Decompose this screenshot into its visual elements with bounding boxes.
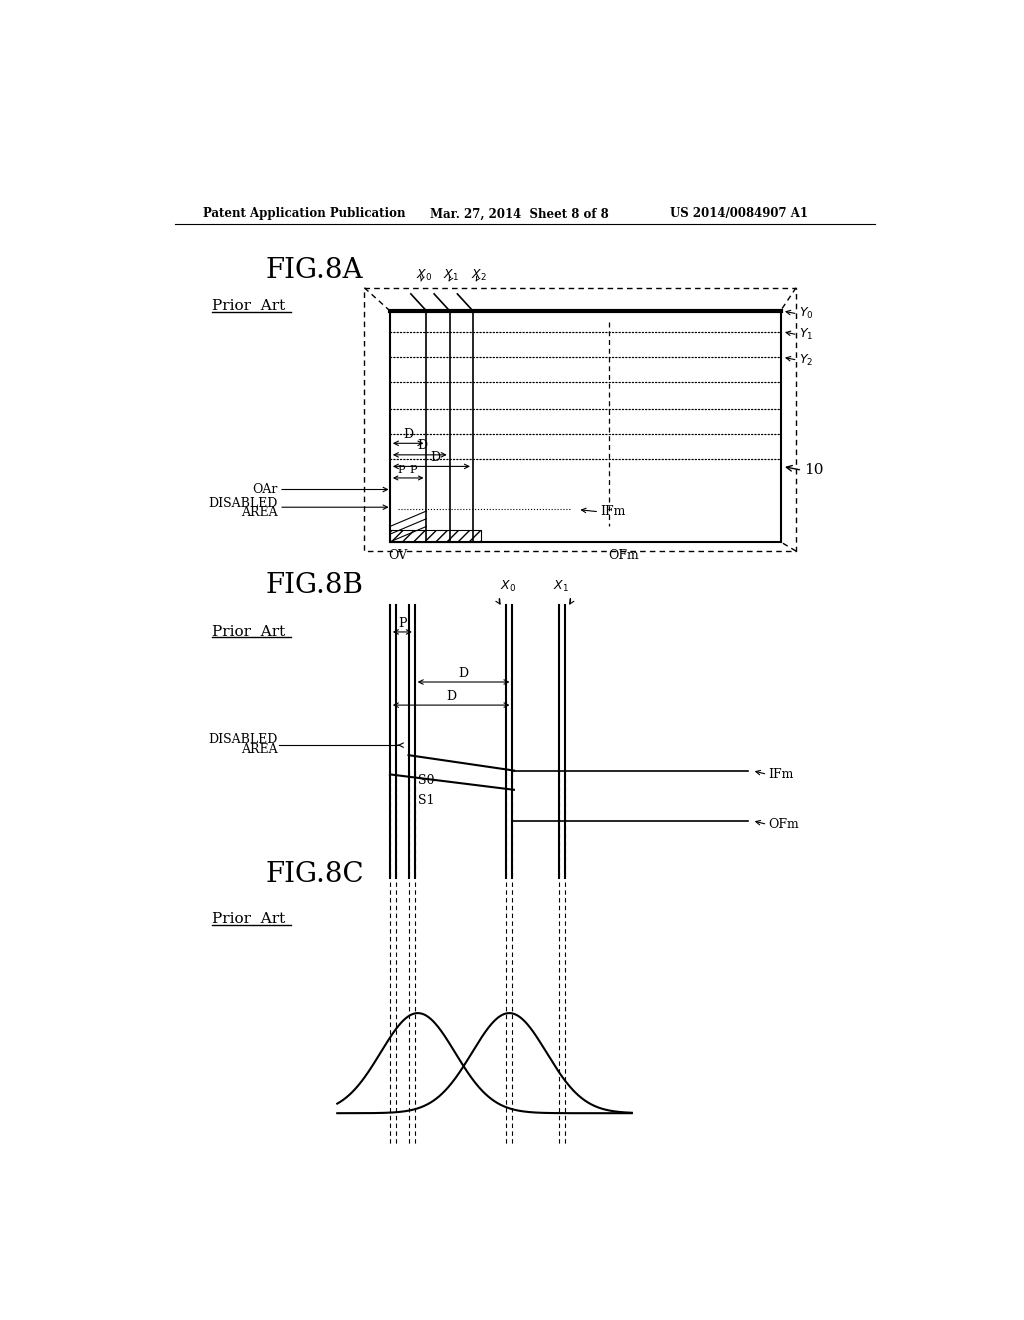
Text: D: D — [459, 667, 469, 680]
Text: IFm: IFm — [601, 506, 626, 519]
Text: FIG.8B: FIG.8B — [266, 573, 364, 599]
Text: AREA: AREA — [241, 506, 278, 519]
Text: $X_2$: $X_2$ — [471, 268, 487, 282]
Text: OFm: OFm — [768, 818, 799, 832]
Text: FIG.8A: FIG.8A — [266, 256, 364, 284]
Text: AREA: AREA — [241, 743, 278, 756]
Text: D: D — [403, 428, 414, 441]
Text: $X_0$: $X_0$ — [501, 578, 516, 594]
Text: $X_1$: $X_1$ — [443, 268, 459, 282]
Text: DISABLED: DISABLED — [208, 733, 278, 746]
Text: S1: S1 — [418, 793, 434, 807]
Text: $Y_0$: $Y_0$ — [799, 306, 814, 322]
Text: OFm: OFm — [608, 549, 639, 562]
Text: OAr: OAr — [252, 483, 278, 496]
Text: $Y_1$: $Y_1$ — [799, 327, 813, 342]
Text: OV: OV — [388, 549, 408, 562]
Text: P: P — [398, 616, 407, 630]
Text: Prior  Art: Prior Art — [212, 624, 285, 639]
Text: P: P — [410, 465, 417, 475]
Text: FIG.8C: FIG.8C — [266, 861, 365, 888]
Text: $Y_2$: $Y_2$ — [799, 352, 813, 368]
Text: IFm: IFm — [768, 768, 794, 781]
Text: D: D — [446, 690, 457, 702]
Text: US 2014/0084907 A1: US 2014/0084907 A1 — [671, 207, 809, 220]
Text: Mar. 27, 2014  Sheet 8 of 8: Mar. 27, 2014 Sheet 8 of 8 — [430, 207, 609, 220]
Text: Patent Application Publication: Patent Application Publication — [203, 207, 406, 220]
Text: S0: S0 — [418, 774, 434, 787]
Text: Prior  Art: Prior Art — [212, 300, 285, 313]
Text: Prior  Art: Prior Art — [212, 912, 285, 927]
Text: P: P — [397, 465, 404, 475]
Text: $X_0$: $X_0$ — [416, 268, 432, 282]
Text: $X_1$: $X_1$ — [553, 578, 569, 594]
Text: DISABLED: DISABLED — [208, 496, 278, 510]
Text: D: D — [417, 440, 427, 453]
Text: D: D — [430, 451, 440, 465]
Text: 10: 10 — [804, 463, 823, 478]
